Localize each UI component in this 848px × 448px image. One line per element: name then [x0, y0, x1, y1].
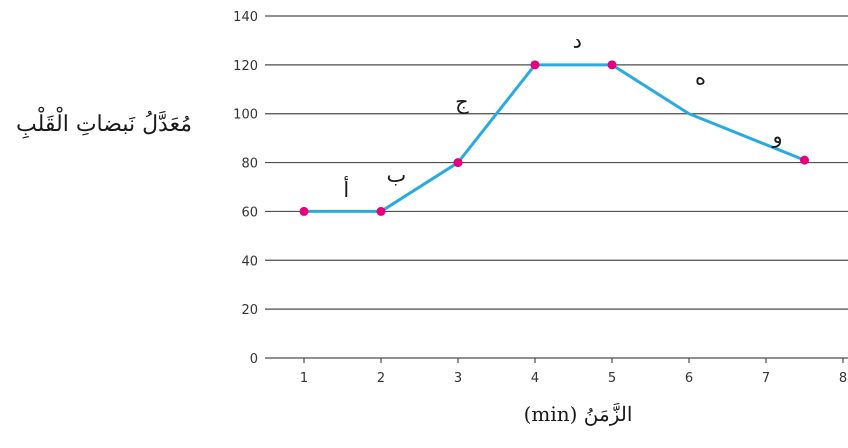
data-point [453, 158, 463, 168]
data-point [376, 206, 386, 216]
series-line [302, 63, 806, 213]
segment-label: ه [695, 65, 706, 89]
segment-label: ب [387, 163, 407, 187]
x-tick-label: 4 [531, 371, 539, 386]
y-tick-label: 0 [250, 352, 258, 367]
y-axis-label: مُعَدَّلُ نَبضاتِ الْقَلْبِ [16, 106, 192, 139]
x-tick-label: 7 [762, 371, 770, 386]
y-tick-label: 80 [241, 157, 258, 172]
segment-labels: أ ب ج د ه و [343, 29, 782, 202]
x-tick-label: 3 [454, 371, 462, 386]
x-tick-label: 8 [839, 371, 847, 386]
segment-label: أ [343, 176, 349, 202]
x-axis-label: الزَّمَنُ (min) [524, 402, 633, 426]
y-tick-label: 60 [241, 205, 258, 220]
y-tick-label: 120 [233, 59, 258, 74]
segment-label: و [771, 124, 782, 148]
y-tick-label: 100 [233, 108, 258, 123]
grid-lines [265, 15, 848, 359]
x-tick-labels: 1 2 3 4 5 6 7 8 [300, 358, 847, 386]
data-point [530, 60, 540, 70]
segment-label: د [573, 29, 582, 53]
series-group [299, 60, 809, 216]
x-tick-label: 2 [377, 371, 385, 386]
data-point [607, 60, 617, 70]
data-point [800, 155, 809, 165]
x-tick-label: 5 [608, 371, 616, 386]
x-tick-label: 1 [300, 371, 308, 386]
x-tick-label: 6 [685, 371, 693, 386]
y-tick-labels: 0 20 40 60 80 100 120 140 [233, 10, 258, 367]
segment-label: ج [455, 90, 469, 115]
y-tick-label: 140 [233, 10, 258, 25]
y-tick-label: 40 [241, 254, 258, 269]
data-point [299, 206, 309, 216]
y-tick-label: 20 [241, 303, 258, 318]
